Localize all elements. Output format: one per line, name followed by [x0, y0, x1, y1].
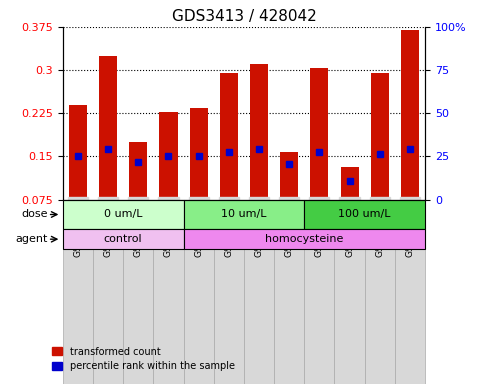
FancyBboxPatch shape	[93, 243, 123, 384]
FancyBboxPatch shape	[63, 243, 93, 384]
FancyBboxPatch shape	[274, 243, 304, 384]
Bar	[220, 73, 238, 200]
Legend: transformed count, percentile rank within the sample: transformed count, percentile rank withi…	[48, 343, 239, 375]
FancyBboxPatch shape	[184, 200, 304, 229]
Bar	[311, 68, 328, 200]
Bar	[280, 152, 298, 200]
Bar	[69, 104, 87, 200]
FancyBboxPatch shape	[213, 243, 244, 384]
FancyBboxPatch shape	[334, 243, 365, 384]
Text: dose: dose	[21, 210, 48, 220]
Text: agent: agent	[15, 234, 48, 244]
FancyBboxPatch shape	[123, 243, 154, 384]
Bar	[159, 111, 178, 200]
Bar	[250, 64, 268, 200]
FancyBboxPatch shape	[304, 200, 425, 229]
Text: 100 um/L: 100 um/L	[339, 210, 391, 220]
FancyBboxPatch shape	[154, 243, 184, 384]
FancyBboxPatch shape	[184, 243, 213, 384]
Title: GDS3413 / 428042: GDS3413 / 428042	[171, 9, 316, 24]
Bar	[371, 73, 389, 200]
FancyBboxPatch shape	[63, 200, 184, 229]
Bar	[189, 108, 208, 200]
FancyBboxPatch shape	[184, 229, 425, 249]
FancyBboxPatch shape	[395, 243, 425, 384]
Bar	[99, 56, 117, 200]
FancyBboxPatch shape	[365, 243, 395, 384]
Bar	[341, 167, 358, 200]
FancyBboxPatch shape	[63, 229, 184, 249]
Bar	[401, 30, 419, 200]
Text: control: control	[104, 234, 142, 244]
Bar	[129, 142, 147, 200]
Text: homocysteine: homocysteine	[265, 234, 343, 244]
Text: 0 um/L: 0 um/L	[104, 210, 142, 220]
FancyBboxPatch shape	[244, 243, 274, 384]
Text: 10 um/L: 10 um/L	[221, 210, 267, 220]
FancyBboxPatch shape	[304, 243, 334, 384]
